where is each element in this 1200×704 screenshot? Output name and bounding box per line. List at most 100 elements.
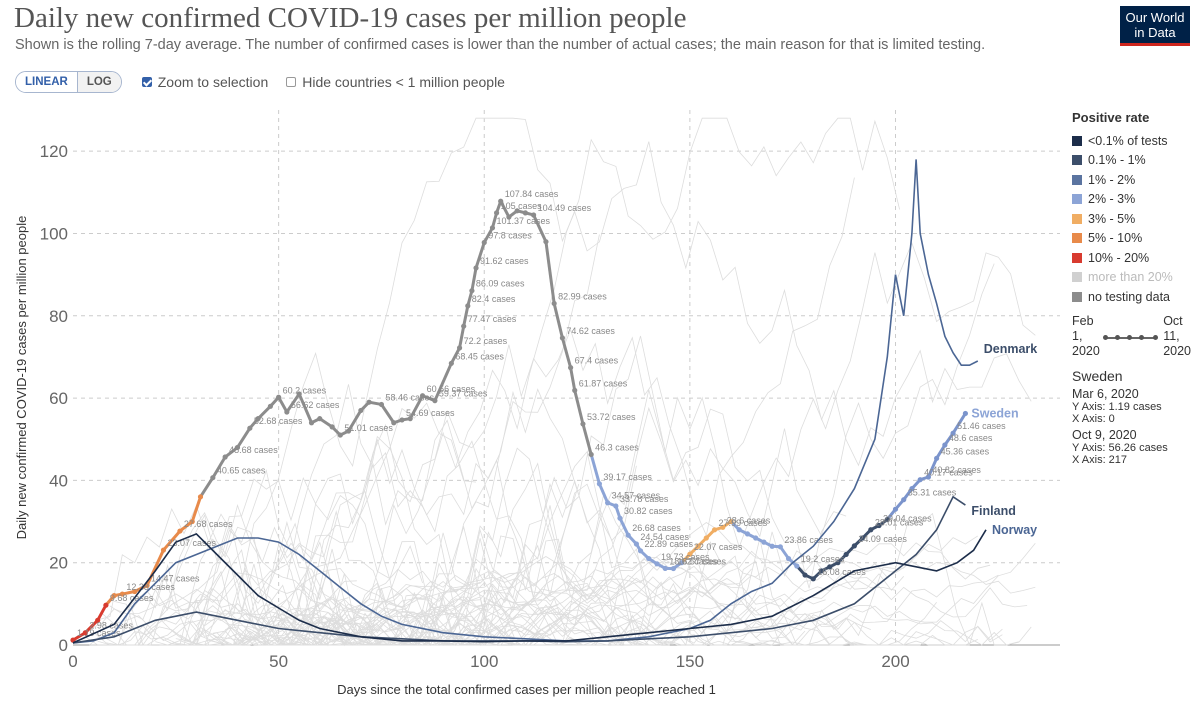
- legend-item[interactable]: no testing data: [1072, 287, 1197, 307]
- background-country-line: [159, 117, 900, 647]
- legend-item[interactable]: 10% - 20%: [1072, 248, 1197, 268]
- zoom-label[interactable]: Zoom to selection: [157, 74, 269, 90]
- data-point-sweden: [687, 551, 693, 557]
- legend-item[interactable]: <0.1% of tests: [1072, 131, 1197, 151]
- data-point-sweden: [345, 428, 352, 434]
- data-point-sweden: [296, 391, 302, 397]
- timeline-track[interactable]: [1103, 335, 1158, 340]
- info-end-y: Y Axis: 56.26 cases: [1072, 442, 1168, 454]
- timeline-start-month: Feb: [1072, 314, 1094, 328]
- scale-toggle: LINEAR LOG: [15, 71, 122, 93]
- legend-label: 0.1% - 1%: [1088, 153, 1146, 168]
- legend-label: 5% - 10%: [1088, 231, 1143, 246]
- legend-item[interactable]: 1% - 2%: [1072, 170, 1197, 190]
- data-point-sweden: [679, 560, 685, 566]
- info-start-date: Mar 6, 2020: [1072, 387, 1139, 401]
- timeline[interactable]: Feb 1, 2020 Oct 11, 2020: [1072, 314, 1197, 364]
- data-point-sweden: [654, 561, 660, 567]
- data-label-sweden: 26.68 cases: [632, 523, 681, 533]
- data-point-sweden: [432, 398, 438, 404]
- data-point-sweden: [337, 432, 343, 438]
- data-label-sweden: 91.62 cases: [480, 256, 529, 266]
- legend-item[interactable]: more than 20%: [1072, 268, 1197, 288]
- data-point-sweden: [625, 532, 631, 538]
- timeline-dot: [1139, 335, 1144, 340]
- x-tick-label: 50: [269, 652, 288, 671]
- data-point-sweden: [514, 208, 520, 214]
- y-tick-label: 20: [49, 554, 68, 573]
- legend-swatch: [1072, 213, 1082, 224]
- info-end-date: Oct 9, 2020: [1072, 428, 1137, 442]
- zoom-checkbox[interactable]: [141, 77, 152, 87]
- data-point-sweden: [580, 421, 586, 427]
- owid-logo[interactable]: Our World in Data: [1120, 6, 1190, 46]
- timeline-dot: [1153, 335, 1158, 340]
- data-point-sweden: [637, 548, 644, 554]
- data-label-sweden: 77.47 cases: [468, 314, 517, 324]
- legend-item[interactable]: 5% - 10%: [1072, 229, 1197, 249]
- data-point-sweden: [785, 555, 792, 562]
- legend-item[interactable]: 2% - 3%: [1072, 190, 1197, 210]
- info-end-x: X Axis: 217: [1072, 454, 1128, 466]
- series-segment-sweden: [499, 200, 511, 218]
- data-label-sweden: 61.87 cases: [579, 378, 628, 388]
- log-scale-button[interactable]: LOG: [77, 72, 121, 92]
- series-line-norway: [72, 529, 987, 644]
- data-point-sweden: [189, 518, 195, 525]
- legend-item[interactable]: 0.1% - 1%: [1072, 151, 1197, 171]
- x-tick-label: 0: [68, 652, 77, 671]
- data-point-sweden: [818, 568, 825, 574]
- data-point-sweden: [448, 360, 454, 366]
- legend-items: <0.1% of tests 0.1% - 1% 1% - 2% 2% - 3% 3% …: [1072, 131, 1197, 307]
- data-point-sweden: [391, 420, 397, 426]
- data-label-sweden: 30.82 cases: [624, 506, 673, 516]
- series-segment-sweden: [589, 454, 601, 485]
- data-label-sweden: 48.6 cases: [949, 433, 993, 443]
- data-point-sweden: [70, 637, 76, 643]
- series-segment-sweden: [380, 403, 396, 424]
- x-tick-label: 100: [470, 652, 498, 671]
- data-label-sweden: 58.46 cases: [385, 392, 434, 402]
- legend-item[interactable]: 3% - 5%: [1072, 209, 1197, 229]
- legend-swatch: [1072, 155, 1082, 166]
- data-label-sweden: 22.07 cases: [694, 542, 743, 552]
- hide-small-countries-label[interactable]: Hide countries < 1 million people: [302, 74, 505, 90]
- data-point-sweden: [901, 497, 907, 503]
- data-point-sweden: [802, 572, 808, 578]
- data-point-sweden: [481, 239, 487, 246]
- data-point-sweden: [917, 477, 923, 483]
- hide-small-countries-checkbox[interactable]: [286, 77, 297, 87]
- series-segment-sweden: [598, 483, 610, 504]
- data-point-sweden: [247, 425, 253, 431]
- linear-scale-button[interactable]: LINEAR: [16, 72, 78, 92]
- background-country-line: [229, 570, 871, 646]
- legend-swatch: [1072, 291, 1082, 302]
- background-country-line: [204, 598, 797, 646]
- data-label-sweden: 40.17 cases: [924, 468, 973, 478]
- series-segment-sweden: [277, 396, 289, 413]
- data-point-sweden: [794, 563, 800, 569]
- data-point-sweden: [662, 565, 668, 571]
- series-end-label-denmark: Denmark: [984, 342, 1038, 356]
- data-point-sweden: [605, 500, 611, 506]
- series-segment-sweden: [482, 227, 494, 244]
- legend-label: 2% - 3%: [1088, 192, 1136, 207]
- series-segment-sweden: [179, 520, 194, 533]
- data-point-sweden: [753, 535, 759, 541]
- series-segment-sweden: [84, 619, 99, 634]
- background-country-line: [274, 556, 621, 646]
- legend-label: <0.1% of tests: [1088, 133, 1168, 148]
- data-label-sweden: 45.68 cases: [229, 445, 278, 455]
- data-label-sweden: 46.3 cases: [595, 442, 639, 452]
- timeline-start-day: 1,: [1072, 329, 1083, 343]
- data-label-sweden: 60.56 cases: [427, 384, 476, 394]
- series-segment-sweden: [474, 242, 486, 269]
- data-point-sweden: [358, 407, 364, 414]
- data-point-sweden: [378, 401, 385, 408]
- series-segment-sweden: [450, 347, 461, 365]
- data-label-sweden: 33.78 cases: [620, 494, 669, 504]
- data-label-sweden: 67.4 cases: [575, 356, 619, 366]
- background-country-line: [220, 601, 937, 646]
- data-point-sweden: [860, 535, 866, 541]
- y-tick-label: 60: [49, 389, 68, 408]
